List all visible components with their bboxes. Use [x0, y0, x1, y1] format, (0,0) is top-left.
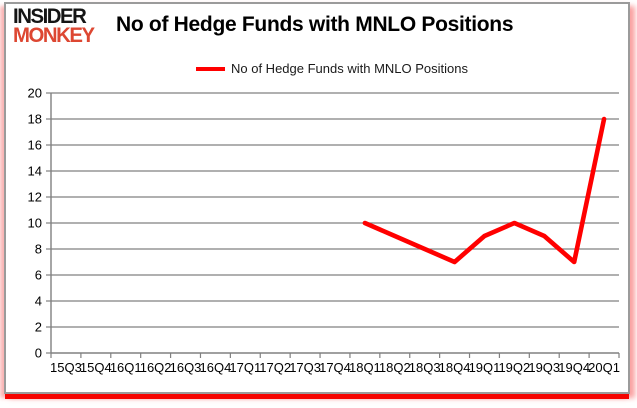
chart-title: No of Hedge Funds with MNLO Positions [116, 13, 514, 36]
svg-text:18Q2: 18Q2 [379, 360, 411, 375]
svg-text:17Q2: 17Q2 [259, 360, 291, 375]
svg-text:16Q2: 16Q2 [140, 360, 172, 375]
svg-text:16Q1: 16Q1 [110, 360, 142, 375]
svg-text:17Q1: 17Q1 [229, 360, 261, 375]
logo-line-monkey: MONKEY [13, 24, 95, 48]
hedge-funds-line-chart: 0 2 4 6 8 10 12 14 16 18 20 15Q315Q416Q116Q216Q316Q… [28, 86, 620, 376]
legend: No of Hedge Funds with MNLO Positions [196, 61, 468, 76]
svg-text:18Q3: 18Q3 [409, 360, 441, 375]
svg-text:20: 20 [28, 86, 42, 101]
logo-line-insider: INSIDER [13, 5, 87, 28]
svg-text:12: 12 [28, 190, 42, 205]
legend-label: No of Hedge Funds with MNLO Positions [231, 61, 468, 76]
svg-text:19Q4: 19Q4 [558, 360, 590, 375]
insider-monkey-logo: INSIDER MONKEY [13, 5, 95, 48]
svg-text:20Q1: 20Q1 [588, 360, 620, 375]
svg-text:14: 14 [28, 164, 42, 179]
svg-text:18Q4: 18Q4 [439, 360, 471, 375]
svg-text:17Q4: 17Q4 [319, 360, 351, 375]
svg-text:6: 6 [35, 268, 42, 283]
svg-text:10: 10 [28, 216, 42, 231]
svg-text:16: 16 [28, 138, 42, 153]
chart-card: INSIDER MONKEY No of Hedge Funds with MN… [4, 2, 630, 394]
svg-text:19Q1: 19Q1 [469, 360, 501, 375]
svg-text:17Q3: 17Q3 [289, 360, 321, 375]
svg-text:8: 8 [35, 242, 42, 257]
svg-text:4: 4 [35, 294, 42, 309]
svg-text:18Q1: 18Q1 [349, 360, 381, 375]
svg-text:19Q2: 19Q2 [498, 360, 530, 375]
svg-text:19Q3: 19Q3 [528, 360, 560, 375]
svg-text:18: 18 [28, 112, 42, 127]
svg-text:0: 0 [35, 346, 42, 361]
svg-text:15Q3: 15Q3 [50, 360, 82, 375]
svg-text:16Q3: 16Q3 [170, 360, 202, 375]
svg-text:15Q4: 15Q4 [80, 360, 112, 375]
legend-line-swatch [196, 66, 225, 71]
svg-text:16Q4: 16Q4 [200, 360, 232, 375]
svg-text:2: 2 [35, 320, 42, 335]
